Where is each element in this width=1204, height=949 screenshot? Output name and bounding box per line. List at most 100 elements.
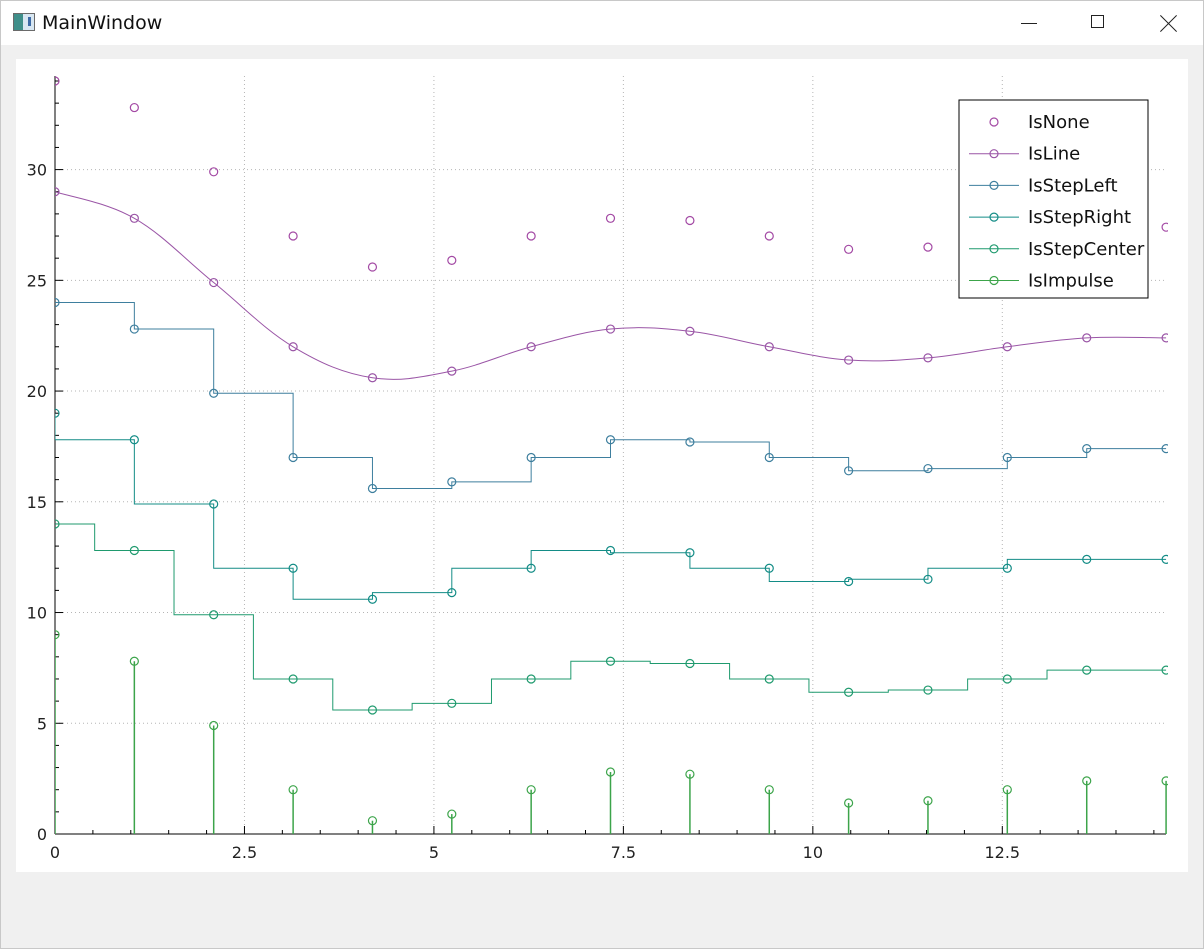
data-point	[923, 796, 933, 806]
data-point	[447, 477, 457, 487]
legend-swatch-marker	[989, 212, 999, 222]
data-point	[55, 297, 60, 308]
data-point	[685, 215, 695, 226]
data-point	[1082, 665, 1092, 675]
legend-item-isline: IsLine	[969, 144, 1080, 165]
data-point	[764, 452, 774, 463]
data-point	[923, 685, 933, 695]
maximize-icon	[1091, 15, 1104, 28]
data-point	[844, 355, 854, 365]
legend-swatch-marker	[989, 275, 999, 286]
data-point	[209, 167, 219, 177]
data-point	[447, 366, 457, 376]
data-point	[1161, 554, 1168, 564]
y-tick-label: 20	[27, 382, 47, 401]
data-point	[685, 326, 695, 336]
data-point	[605, 324, 616, 334]
data-point	[764, 231, 774, 241]
data-point	[1161, 665, 1168, 675]
data-point	[288, 674, 298, 684]
legend-label: IsStepRight	[1028, 207, 1131, 228]
data-point	[209, 720, 219, 731]
data-point	[367, 816, 378, 826]
series-isimpulse	[55, 630, 1168, 834]
data-point	[1002, 452, 1012, 463]
legend-swatch-marker	[989, 149, 999, 159]
data-point	[129, 102, 139, 113]
series-isstepright	[55, 408, 1168, 604]
data-point	[288, 563, 298, 573]
data-point	[367, 594, 378, 604]
data-point	[55, 408, 60, 418]
y-tick-label: 5	[37, 714, 47, 733]
title-bar[interactable]: MainWindow	[1, 1, 1203, 45]
maximize-button[interactable]	[1062, 1, 1134, 45]
data-point	[844, 576, 854, 587]
series-line	[55, 523, 1167, 711]
data-point	[1161, 333, 1168, 343]
data-point	[129, 545, 139, 556]
y-tick-label: 10	[27, 604, 47, 623]
legend-label: IsNone	[1028, 112, 1090, 133]
series-isnone	[55, 76, 1168, 272]
data-point	[1161, 222, 1168, 232]
data-point	[685, 437, 695, 447]
data-point	[923, 353, 933, 363]
data-point	[764, 785, 774, 795]
legend-item-isstepleft: IsStepLeft	[969, 175, 1118, 196]
data-point	[764, 563, 774, 573]
series-line	[55, 191, 1167, 380]
legend-item-isstepcenter: IsStepCenter	[969, 239, 1145, 260]
data-point	[526, 785, 536, 795]
data-point	[447, 587, 457, 598]
data-point	[923, 574, 933, 584]
data-point	[1161, 776, 1168, 786]
x-tick-label: 0	[50, 843, 60, 862]
x-tick-label: 7.5	[611, 843, 636, 862]
series-isline	[55, 187, 1168, 383]
legend-label: IsImpulse	[1028, 271, 1114, 292]
data-point	[1002, 563, 1012, 573]
data-point	[764, 674, 774, 684]
data-point	[1002, 342, 1012, 352]
data-point	[129, 213, 139, 223]
series-isstepcenter	[55, 519, 1168, 715]
legend-label: IsStepLeft	[1028, 175, 1118, 196]
data-point	[129, 656, 139, 666]
legend-swatch-marker	[989, 117, 999, 127]
data-point	[288, 785, 298, 795]
data-point	[526, 342, 536, 352]
data-point	[447, 255, 457, 265]
legend: IsNone IsLine IsStepLeft IsStepRight IsStepC…	[958, 99, 1149, 299]
legend-label: IsLine	[1028, 144, 1080, 165]
data-point	[526, 563, 536, 573]
data-point	[209, 610, 219, 620]
data-point	[526, 452, 536, 463]
y-tick-label: 25	[27, 271, 47, 290]
minimize-button[interactable]	[993, 1, 1065, 45]
legend-swatch-marker	[989, 244, 999, 254]
data-point	[526, 674, 536, 684]
data-point	[367, 705, 378, 715]
data-point	[605, 435, 616, 445]
y-tick-label: 30	[27, 161, 47, 180]
data-point	[209, 499, 219, 509]
data-point	[526, 231, 536, 241]
minimize-icon	[1021, 23, 1037, 24]
data-point	[447, 809, 457, 819]
data-point	[844, 687, 854, 697]
data-point	[209, 277, 219, 288]
data-point	[685, 658, 695, 669]
data-point	[367, 483, 378, 494]
data-point	[129, 324, 139, 334]
data-point	[605, 656, 616, 666]
data-point	[55, 76, 60, 86]
data-point	[288, 231, 298, 241]
data-point	[55, 187, 60, 197]
axes: 0 2.5 5 7.5 10 12.5 0 5 10 15 20 25 30	[27, 76, 1166, 862]
data-point	[1002, 674, 1012, 684]
data-point	[129, 435, 139, 445]
legend-label: IsStepCenter	[1028, 239, 1145, 260]
data-point	[844, 466, 854, 476]
